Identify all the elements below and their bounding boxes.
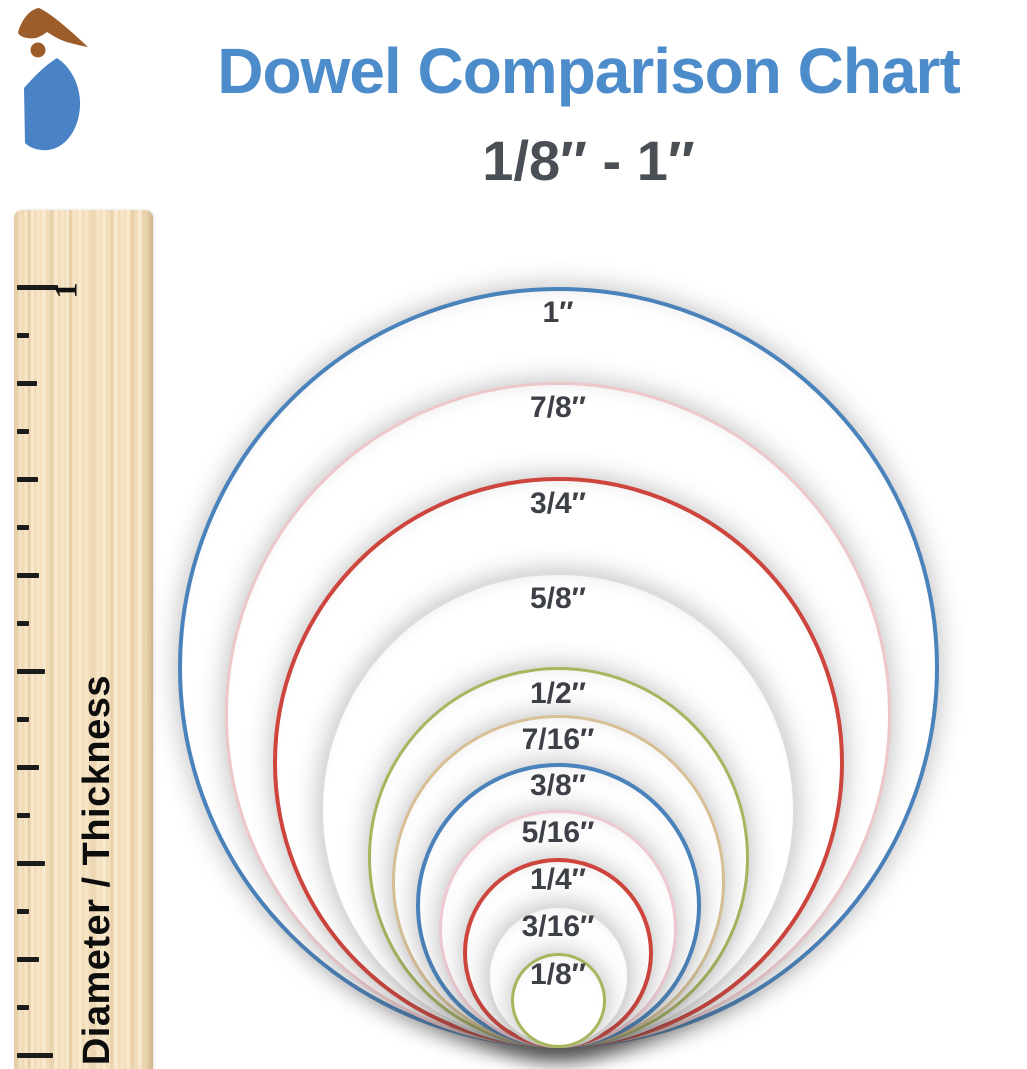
ruler-tick — [17, 1005, 29, 1010]
dowel-size-label-7-8: 7/8″ — [529, 391, 587, 424]
dowel-size-label-3-8: 3/8″ — [529, 769, 587, 802]
ruler-tick — [17, 717, 29, 722]
ruler-tick — [17, 477, 38, 482]
logo-body-shape — [24, 58, 81, 151]
ruler-tick — [17, 333, 29, 338]
size-range-subtitle: 1/8″ - 1″ — [482, 129, 695, 192]
dowel-size-label-3-16: 3/16″ — [521, 910, 595, 943]
ruler-tick — [17, 285, 58, 290]
logo-beak-shape — [18, 8, 88, 47]
dowel-size-label-1-2: 1/2″ — [529, 677, 587, 710]
ruler-tick — [17, 669, 45, 674]
dowel-size-label-5-16: 5/16″ — [521, 816, 595, 849]
dowel-size-label-1: 1″ — [542, 296, 574, 329]
dowel-size-label-3-4: 3/4″ — [529, 487, 587, 520]
ruler-tick — [17, 1053, 53, 1058]
ruler-tick — [17, 429, 29, 434]
logo-eye-dot — [30, 42, 46, 58]
ruler-tick — [17, 909, 29, 914]
woodpecker-logo-icon — [18, 8, 88, 151]
dowel-circle-1-8 — [510, 953, 606, 1048]
dowel-size-label-1-8: 1/8″ — [529, 958, 587, 991]
ruler-tick — [17, 573, 39, 578]
ruler-tick — [17, 621, 29, 626]
page-title: Dowel Comparison Chart — [217, 35, 961, 107]
ruler-tick — [17, 861, 45, 866]
dowel-size-label-7-16: 7/16″ — [521, 723, 595, 756]
dowel-size-label-5-8: 5/8″ — [529, 582, 587, 615]
dowel-size-label-1-4: 1/4″ — [529, 863, 587, 896]
ruler-tick — [17, 813, 30, 818]
ruler-tick — [17, 957, 39, 962]
ruler-tick — [17, 381, 37, 386]
ruler-tick — [17, 765, 39, 770]
ruler-tick — [17, 525, 29, 530]
wooden-ruler: 1 Diameter / Thickness — [14, 210, 153, 1069]
